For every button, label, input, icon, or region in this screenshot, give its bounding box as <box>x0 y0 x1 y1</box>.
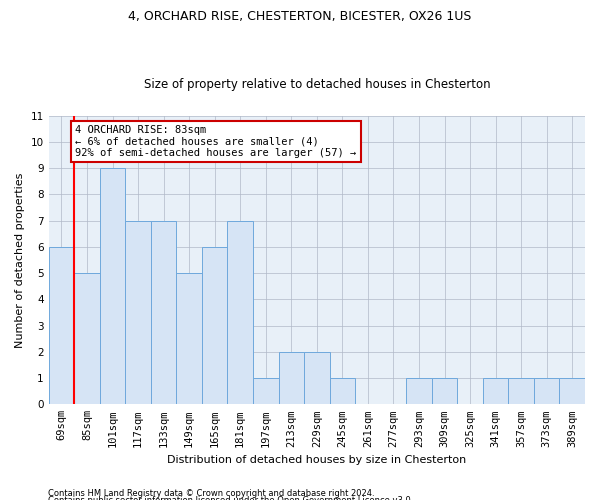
Bar <box>253 378 278 404</box>
Text: Contains HM Land Registry data © Crown copyright and database right 2024.: Contains HM Land Registry data © Crown c… <box>48 488 374 498</box>
Bar <box>125 220 151 404</box>
Text: 4, ORCHARD RISE, CHESTERTON, BICESTER, OX26 1US: 4, ORCHARD RISE, CHESTERTON, BICESTER, O… <box>128 10 472 23</box>
Bar <box>304 352 329 405</box>
Bar <box>151 220 176 404</box>
Text: Contains public sector information licensed under the Open Government Licence v3: Contains public sector information licen… <box>48 496 413 500</box>
Bar <box>329 378 355 404</box>
Bar <box>534 378 559 404</box>
Bar <box>100 168 125 404</box>
Text: 4 ORCHARD RISE: 83sqm
← 6% of detached houses are smaller (4)
92% of semi-detach: 4 ORCHARD RISE: 83sqm ← 6% of detached h… <box>76 125 357 158</box>
Bar <box>432 378 457 404</box>
Bar <box>176 273 202 404</box>
Bar <box>278 352 304 405</box>
Title: Size of property relative to detached houses in Chesterton: Size of property relative to detached ho… <box>143 78 490 91</box>
Bar <box>74 273 100 404</box>
Bar <box>406 378 432 404</box>
Bar <box>49 247 74 404</box>
Bar <box>202 247 227 404</box>
Bar <box>227 220 253 404</box>
Bar <box>508 378 534 404</box>
Bar <box>559 378 585 404</box>
Y-axis label: Number of detached properties: Number of detached properties <box>15 172 25 348</box>
X-axis label: Distribution of detached houses by size in Chesterton: Distribution of detached houses by size … <box>167 455 466 465</box>
Bar <box>483 378 508 404</box>
